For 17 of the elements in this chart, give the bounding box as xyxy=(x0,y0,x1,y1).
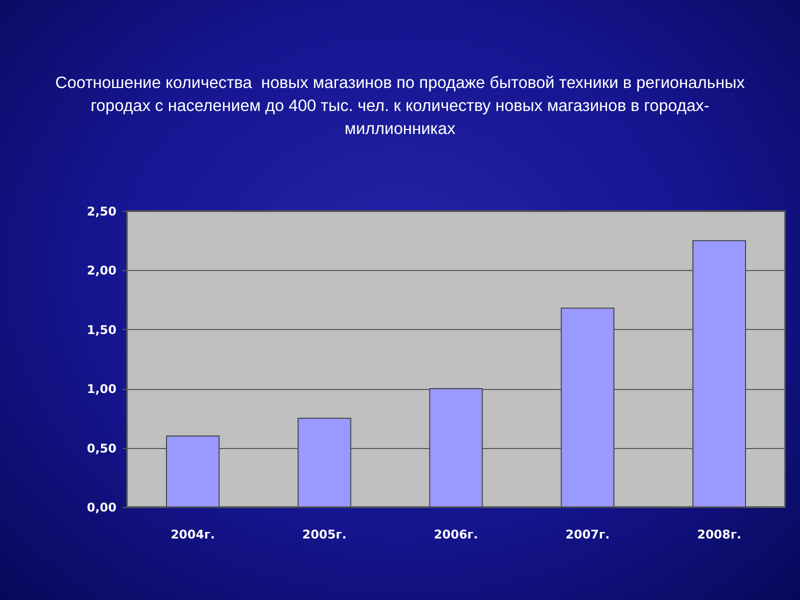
y-tick-label: 2,00 xyxy=(86,264,116,278)
bar xyxy=(692,240,746,508)
y-tick-label: 2,50 xyxy=(86,204,116,218)
bar xyxy=(429,388,483,508)
y-tick-label: 0,00 xyxy=(86,500,116,514)
x-tick-label: 2004г. xyxy=(170,528,215,542)
x-tick-label: 2006г. xyxy=(434,528,478,542)
y-tick-label: 1,50 xyxy=(86,322,116,337)
y-tick-label: 1,00 xyxy=(86,382,116,396)
x-tick-label: 2008г. xyxy=(697,528,742,542)
x-tick-label: 2007г. xyxy=(565,528,610,542)
bar xyxy=(560,308,614,508)
y-tick-label: 0,50 xyxy=(86,441,116,456)
bar xyxy=(166,435,220,508)
x-tick-label: 2005г. xyxy=(302,528,347,542)
bar xyxy=(298,418,352,508)
chart-title: Соотношение количества новых магазинов по продаже бытовой техники в региональных городах с населением до 400 тыс. чел. к количеству новых магазинов в городах-миллионниках xyxy=(54,73,746,140)
